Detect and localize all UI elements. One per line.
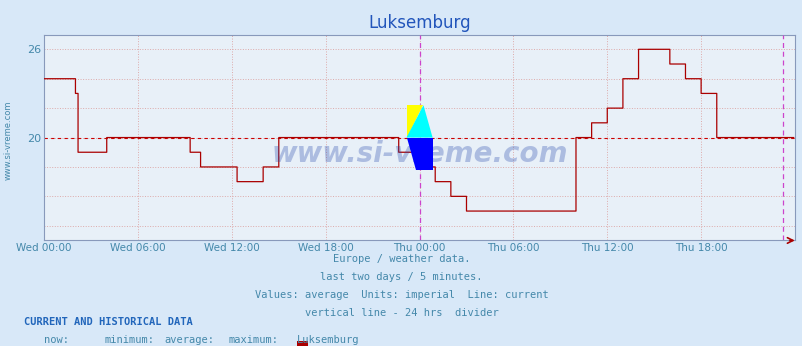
Text: CURRENT AND HISTORICAL DATA: CURRENT AND HISTORICAL DATA: [24, 317, 192, 327]
Polygon shape: [406, 105, 423, 137]
Text: maximum:: maximum:: [229, 335, 278, 345]
Polygon shape: [406, 105, 432, 137]
Text: Values: average  Units: imperial  Line: current: Values: average Units: imperial Line: cu…: [254, 290, 548, 300]
Text: Luksemburg: Luksemburg: [297, 335, 359, 345]
Text: now:: now:: [44, 335, 69, 345]
Title: Luksemburg: Luksemburg: [368, 13, 470, 31]
Text: last two days / 5 minutes.: last two days / 5 minutes.: [320, 272, 482, 282]
Text: average:: average:: [164, 335, 214, 345]
Text: www.si-vreme.com: www.si-vreme.com: [271, 140, 567, 168]
Text: vertical line - 24 hrs  divider: vertical line - 24 hrs divider: [304, 308, 498, 318]
Text: minimum:: minimum:: [104, 335, 154, 345]
Polygon shape: [406, 137, 432, 170]
Text: www.si-vreme.com: www.si-vreme.com: [3, 100, 13, 180]
Text: Europe / weather data.: Europe / weather data.: [332, 254, 470, 264]
